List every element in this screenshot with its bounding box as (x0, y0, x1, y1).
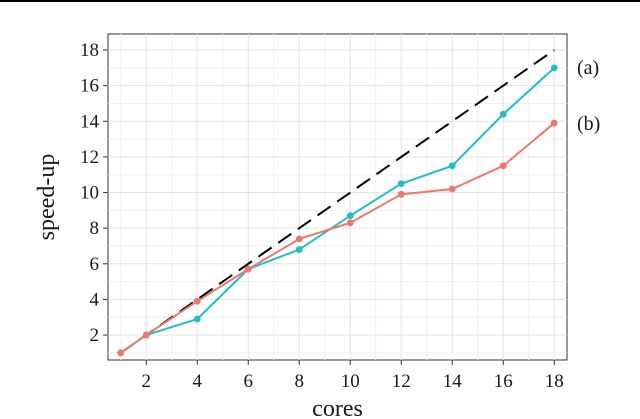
series-point (499, 162, 507, 170)
series-point (244, 265, 252, 273)
x-tick-label: 6 (244, 371, 254, 392)
series-point (117, 349, 125, 357)
y-tick-label: 8 (90, 218, 100, 239)
y-tick-label: 10 (80, 183, 99, 204)
series-point (295, 235, 303, 243)
series-point (397, 190, 405, 198)
y-tick-label: 12 (80, 147, 99, 168)
series-label: (a) (577, 57, 599, 79)
series-point (346, 219, 354, 227)
x-tick-label: 16 (494, 371, 513, 392)
y-tick-label: 18 (80, 40, 99, 61)
series-point (193, 315, 201, 323)
series-line (120, 67, 555, 354)
series-line (120, 122, 555, 354)
y-tick-label: 6 (90, 254, 100, 275)
series-point (397, 180, 405, 188)
y-tick-label: 16 (80, 76, 99, 97)
series-point (550, 119, 558, 127)
series-labels: (a) (b) (577, 57, 600, 135)
y-tick-label: 4 (90, 289, 100, 310)
x-tick-label: 14 (443, 371, 463, 392)
x-tick-label: 18 (545, 371, 564, 392)
top-rule (0, 0, 640, 2)
y-axis-title: speed-up (34, 154, 60, 241)
x-axis-title: cores (312, 396, 363, 419)
series-lines (117, 64, 558, 357)
x-ticks: 2 4 6 8 10 12 14 16 18 (142, 360, 564, 392)
series-point (448, 185, 456, 193)
ideal-line (120, 49, 555, 354)
series-point (193, 297, 201, 305)
ideal-dashed-line (120, 49, 555, 354)
x-tick-label: 4 (193, 371, 203, 392)
plot-panel (107, 33, 568, 361)
series-point (346, 212, 354, 220)
series-point (550, 64, 558, 72)
series-point (448, 162, 456, 170)
series-point (499, 110, 507, 118)
x-tick-label: 10 (341, 371, 360, 392)
x-tick-label: 8 (295, 371, 305, 392)
x-tick-label: 12 (392, 371, 411, 392)
series-point (295, 246, 303, 253)
y-tick-label: 2 (90, 325, 100, 346)
x-tick-label: 2 (142, 371, 152, 392)
grid-lines (108, 34, 567, 360)
series-point (142, 331, 150, 339)
y-ticks: 2 4 6 8 10 12 14 16 18 (80, 40, 108, 346)
series-label: (b) (577, 113, 600, 135)
y-tick-label: 14 (80, 111, 100, 132)
